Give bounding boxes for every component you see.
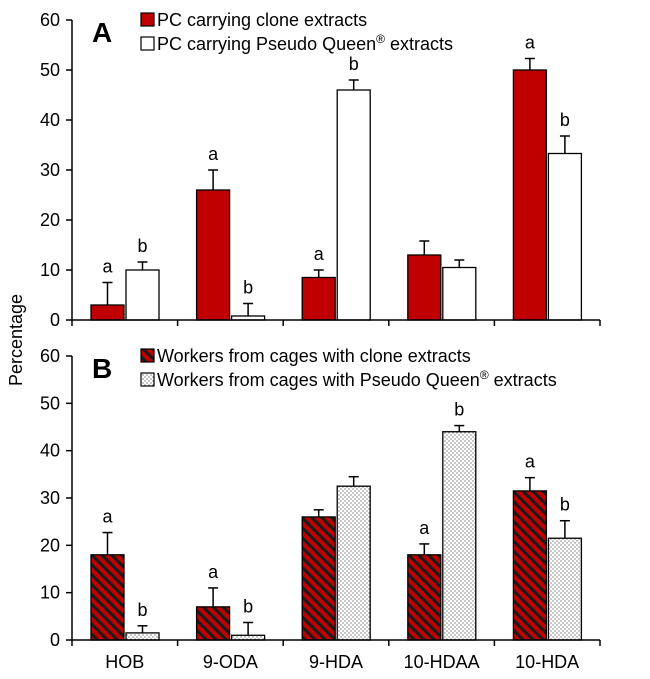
y-tick-label: 60: [40, 10, 60, 30]
legend-swatch: [140, 372, 155, 387]
x-tick-label: HOB: [105, 652, 144, 672]
significance-label: b: [137, 600, 147, 620]
y-tick-label: 50: [40, 393, 60, 413]
bar: [301, 276, 336, 321]
bar: [125, 269, 160, 321]
significance-label: b: [137, 236, 147, 256]
y-tick-label: 0: [50, 310, 60, 330]
y-tick-label: 30: [40, 160, 60, 180]
legend-label: Workers from cages with Pseudo Queen® ex…: [157, 368, 557, 390]
significance-label: b: [560, 110, 570, 130]
legend-swatch: [140, 12, 155, 27]
bar: [547, 152, 583, 321]
significance-label: a: [208, 562, 219, 582]
chart-panel-a: 0 10 20 30 40 50 60 a a a a b b b b A PC carrying clone …: [40, 10, 601, 330]
y-tick-label: 10: [40, 260, 60, 280]
bar: [547, 537, 583, 641]
bar: [125, 632, 160, 641]
legend-swatch: [140, 348, 155, 363]
y-tick-label: 60: [40, 346, 60, 366]
y-tick-label: 20: [40, 535, 60, 555]
legend-swatch: [140, 36, 155, 51]
y-tick-label: 30: [40, 488, 60, 508]
significance-label: b: [454, 400, 464, 420]
y-tick-label: 10: [40, 583, 60, 603]
bar: [336, 485, 371, 641]
bar: [301, 516, 336, 641]
bar: [442, 431, 477, 641]
x-tick-label: 9-HDA: [309, 652, 363, 672]
bar: [512, 490, 548, 641]
y-tick-label: 0: [50, 630, 60, 650]
significance-label: b: [243, 278, 253, 298]
bar: [442, 266, 477, 321]
x-tick-label: 10-HDA: [515, 652, 579, 672]
significance-label: b: [349, 54, 359, 74]
legend-label: Workers from cages with clone extracts: [157, 346, 471, 366]
y-tick-label: 40: [40, 441, 60, 461]
x-tick-label: 10-HDAA: [404, 652, 480, 672]
significance-label: a: [102, 257, 113, 277]
y-tick-label: 50: [40, 60, 60, 80]
significance-label: a: [314, 244, 325, 264]
significance-label: b: [560, 495, 570, 515]
bar: [407, 254, 442, 321]
legend-label: PC carrying Pseudo Queen® extracts: [157, 32, 453, 54]
bar: [336, 89, 371, 321]
chart-panel-b: 0 10 20 30 40 50 60 a a a a b b b b HOB 9-ODA 9-HDA 10-HDA…: [40, 346, 601, 672]
bar: [195, 606, 231, 641]
significance-label: a: [419, 518, 430, 538]
significance-label: a: [525, 33, 536, 53]
significance-label: a: [525, 452, 536, 472]
significance-label: a: [208, 144, 219, 164]
bar: [90, 554, 125, 641]
bar: [407, 554, 442, 641]
panel-label: B: [92, 353, 112, 384]
y-tick-label: 20: [40, 210, 60, 230]
bar: [90, 304, 125, 321]
y-tick-label: 40: [40, 110, 60, 130]
significance-label: a: [102, 507, 113, 527]
panel-label: A: [92, 17, 112, 48]
significance-label: b: [243, 596, 253, 616]
legend-label: PC carrying clone extracts: [157, 10, 367, 30]
y-axis-label: Percentage: [6, 294, 26, 386]
bar: [195, 189, 231, 321]
x-tick-label: 9-ODA: [203, 652, 258, 672]
bar: [512, 69, 548, 321]
